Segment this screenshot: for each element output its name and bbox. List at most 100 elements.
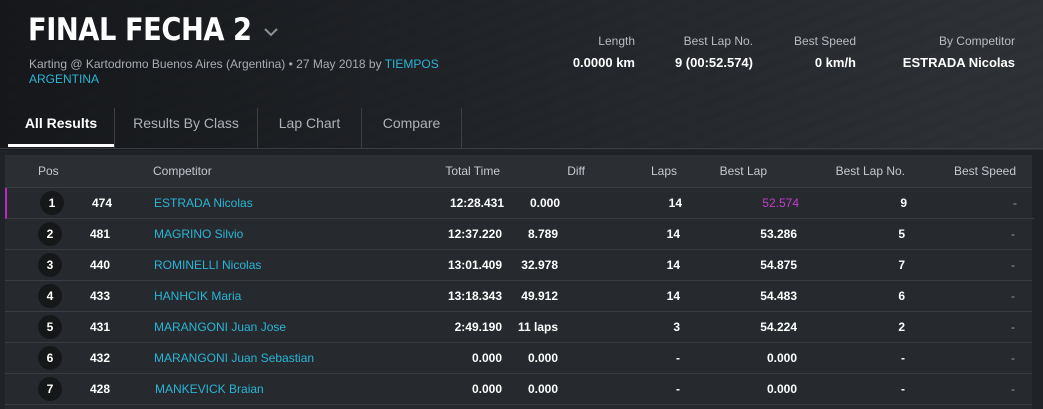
col-best-lap[interactable]: Best Lap	[719, 164, 767, 178]
best-lap: 53.286	[760, 227, 797, 241]
event-subtitle: Karting @ Kartodromo Buenos Aires (Argen…	[29, 57, 489, 87]
col-total-time[interactable]: Total Time	[445, 164, 500, 178]
competitor-name[interactable]: HANHCIK Maria	[154, 289, 242, 303]
position-badge: 1	[40, 191, 64, 215]
best-lap-no: 6	[898, 289, 905, 303]
best-speed: -	[1013, 196, 1017, 210]
total-time: 2:49.190	[454, 320, 502, 334]
stat-label: Length	[598, 34, 635, 48]
table-header: Pos Competitor Total Time Diff Laps Best…	[5, 155, 1032, 188]
position-badge: 7	[38, 377, 62, 401]
table-row[interactable]: 1 474 ESTRADA Nicolas 12:28.431 0.000 14…	[5, 188, 1034, 219]
best-lap: 54.483	[760, 289, 797, 303]
diff: 11 laps	[517, 320, 558, 334]
col-best-lap-no[interactable]: Best Lap No.	[835, 164, 905, 178]
best-lap-no: 7	[898, 258, 905, 272]
best-lap-no: 5	[898, 227, 905, 241]
chevron-down-icon[interactable]	[260, 23, 282, 41]
table-row[interactable]: 3 440 ROMINELLI Nicolas 13:01.409 32.978…	[5, 250, 1032, 281]
table-row[interactable]: 4 433 HANHCIK Maria 13:18.343 49.912 14 …	[5, 281, 1032, 312]
stat-label: By Competitor	[938, 34, 1015, 48]
table-row[interactable]: 2 481 MAGRINO Silvio 12:37.220 8.789 14 …	[5, 219, 1032, 250]
col-laps[interactable]: Laps	[650, 164, 677, 178]
best-lap: 0.000	[766, 351, 797, 365]
best-lap: 54.224	[760, 320, 797, 334]
position-badge: 5	[38, 315, 62, 339]
results-table: Pos Competitor Total Time Diff Laps Best…	[5, 155, 1034, 409]
kart-number: 474	[92, 196, 113, 210]
col-best-speed[interactable]: Best Speed	[953, 164, 1016, 178]
laps: 14	[666, 258, 680, 272]
best-speed: -	[1011, 258, 1015, 272]
kart-number: 440	[90, 258, 111, 272]
diff: 0.000	[529, 196, 560, 210]
best-lap: 54.875	[760, 258, 797, 272]
competitor-name[interactable]: ROMINELLI Nicolas	[154, 258, 262, 272]
tab-results-by-class[interactable]: Results By Class	[133, 115, 239, 131]
best-lap-no: 9	[900, 196, 907, 210]
best-lap-no: 2	[898, 320, 905, 334]
page-title: FINAL FECHA 2	[28, 12, 252, 48]
col-diff[interactable]: Diff	[567, 164, 585, 178]
table-row[interactable]: 6 432 MARANGONI Juan Sebastian 0.000 0.0…	[5, 343, 1032, 374]
total-time: 12:37.220	[447, 227, 502, 241]
diff: 8.789	[527, 227, 558, 241]
event-details: Karting @ Kartodromo Buenos Aires (Argen…	[29, 57, 385, 71]
best-speed: -	[1011, 320, 1015, 334]
stat-value: 9 (00:52.574)	[674, 55, 753, 70]
title-row: FINAL FECHA 2	[28, 12, 282, 48]
best-speed: -	[1011, 382, 1015, 396]
best-speed: -	[1011, 289, 1015, 303]
diff: 0.000	[527, 382, 558, 396]
best-speed: -	[1011, 351, 1015, 365]
diff: 49.912	[521, 289, 558, 303]
laps: 14	[666, 289, 680, 303]
kart-number: 428	[90, 382, 111, 396]
competitor-name[interactable]: MANKEVICK Braian	[155, 382, 264, 396]
tab-lap-chart[interactable]: Lap Chart	[278, 115, 341, 131]
laps: 14	[668, 196, 682, 210]
table-row[interactable]: 5 431 MARANGONI Juan Jose 2:49.190 11 la…	[5, 312, 1032, 343]
tab-all-results[interactable]: All Results	[8, 100, 114, 147]
col-competitor[interactable]: Competitor	[153, 164, 212, 178]
tab-divider	[257, 108, 258, 148]
tab-divider	[461, 108, 462, 148]
kart-number: 481	[90, 227, 111, 241]
stat-value: 0.0000 km	[572, 55, 635, 70]
best-speed: -	[1011, 227, 1015, 241]
laps: 3	[673, 320, 680, 334]
best-lap: 52.574	[762, 196, 799, 210]
best-lap: 0.000	[766, 382, 797, 396]
laps: -	[676, 351, 680, 365]
stat-label: Best Lap No.	[683, 34, 753, 48]
laps: 14	[666, 227, 680, 241]
event-header: FINAL FECHA 2 Karting @ Kartodromo Bueno…	[0, 0, 1043, 150]
competitor-name[interactable]: MAGRINO Silvio	[154, 227, 244, 241]
organizer-link[interactable]: TIEMPOS ARGENTINA	[29, 57, 439, 86]
competitor-name[interactable]: ESTRADA Nicolas	[154, 196, 253, 210]
position-badge: 4	[38, 284, 62, 308]
position-badge: 6	[38, 346, 62, 370]
table-row[interactable]: 7 428 MANKEVICK Braian 0.000 0.000 - 0.0…	[5, 374, 1032, 405]
results-tabs: All Results Results By Class Lap Chart C…	[0, 100, 1043, 149]
stat-by-competitor: By Competitor ESTRADA Nicolas	[903, 34, 1015, 73]
competitor-name[interactable]: MARANGONI Juan Jose	[154, 320, 287, 334]
tab-compare[interactable]: Compare	[382, 115, 441, 131]
laps: -	[676, 382, 680, 396]
total-time: 13:18.343	[447, 289, 502, 303]
best-lap-no: -	[901, 351, 905, 365]
total-time: 12:28.431	[449, 196, 504, 210]
total-time: 0.000	[471, 382, 502, 396]
col-pos[interactable]: Pos	[38, 164, 59, 178]
total-time: 0.000	[471, 351, 502, 365]
kart-number: 432	[90, 351, 111, 365]
best-lap-no: -	[901, 382, 905, 396]
stat-label: Best Speed	[793, 34, 856, 48]
tab-divider	[114, 108, 115, 148]
stat-length: Length 0.0000 km	[573, 34, 635, 73]
stat-value: ESTRADA Nicolas	[902, 55, 1015, 70]
competitor-name[interactable]: MARANGONI Juan Sebastian	[154, 351, 315, 365]
kart-number: 433	[90, 289, 111, 303]
stat-value: 0 km/h	[814, 55, 856, 70]
diff: 32.978	[521, 258, 558, 272]
